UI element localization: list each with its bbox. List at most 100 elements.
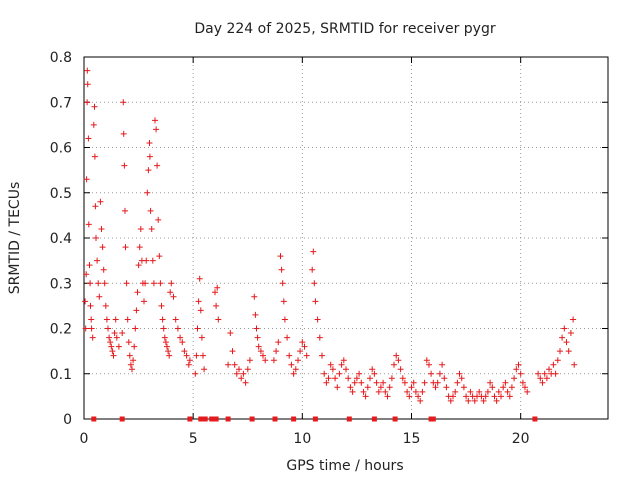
y-tick-label: 0.7	[50, 95, 72, 111]
data-point	[97, 198, 104, 205]
data-point	[146, 153, 153, 160]
data-point	[84, 99, 91, 106]
data-point	[225, 361, 232, 368]
y-tick-label: 0.8	[50, 50, 72, 66]
data-point	[82, 298, 89, 305]
data-point	[113, 334, 120, 341]
data-point	[275, 339, 282, 346]
data-point	[88, 316, 95, 323]
data-point	[270, 357, 277, 364]
data-point	[82, 325, 89, 332]
data-point	[382, 388, 389, 395]
data-point	[126, 352, 133, 359]
data-point	[345, 375, 352, 382]
data-point	[557, 348, 563, 355]
data-point	[120, 99, 127, 106]
data-point	[149, 257, 156, 264]
data-point	[334, 384, 341, 391]
data-point	[132, 325, 139, 332]
data-point	[231, 361, 238, 368]
data-point	[215, 316, 222, 323]
data-point	[375, 388, 382, 395]
data-point	[279, 280, 286, 287]
data-point	[244, 366, 251, 373]
data-point	[98, 226, 105, 232]
zero-marker	[371, 416, 377, 422]
data-point	[120, 130, 127, 137]
data-point	[158, 302, 165, 309]
data-point	[213, 302, 220, 309]
data-point	[465, 397, 472, 404]
data-point	[164, 343, 170, 350]
data-point	[417, 397, 424, 404]
data-point	[297, 348, 304, 355]
data-point	[301, 343, 308, 350]
x-axis-label: GPS time / hours	[286, 458, 403, 474]
data-point	[410, 379, 417, 386]
data-point	[280, 298, 287, 305]
data-point	[159, 316, 166, 323]
data-point	[441, 375, 448, 382]
data-point	[121, 162, 128, 169]
zero-marker	[198, 416, 204, 422]
data-point	[571, 361, 578, 368]
data-point	[87, 302, 94, 309]
data-point	[183, 352, 190, 359]
data-point	[156, 253, 163, 260]
zero-marker	[249, 416, 255, 422]
data-point	[364, 384, 371, 391]
data-point	[196, 275, 203, 282]
x-tick-label: 20	[512, 431, 530, 447]
data-point	[181, 348, 188, 355]
zero-markers	[91, 416, 538, 422]
zero-marker	[291, 416, 297, 422]
data-point	[229, 348, 236, 355]
data-point	[524, 388, 531, 395]
data-point	[482, 393, 489, 400]
data-point	[212, 289, 218, 296]
data-point	[166, 352, 173, 359]
data-point	[319, 352, 325, 359]
data-point	[456, 370, 463, 377]
data-point	[90, 121, 97, 128]
data-point	[257, 348, 264, 355]
data-point	[157, 280, 164, 287]
data-point	[559, 334, 566, 341]
data-point	[246, 357, 253, 364]
data-point	[347, 384, 354, 391]
data-point	[336, 370, 343, 377]
data-point	[408, 384, 415, 391]
data-point	[172, 316, 179, 323]
data-point	[567, 330, 574, 336]
data-point	[197, 307, 204, 314]
data-point	[277, 253, 284, 260]
data-point	[314, 316, 321, 323]
data-point	[115, 343, 122, 350]
data-point	[95, 280, 102, 287]
data-point	[146, 140, 153, 146]
data-point	[401, 379, 408, 386]
x-tick-label: 0	[80, 431, 89, 447]
data-point	[500, 384, 507, 391]
data-point	[290, 370, 297, 377]
zero-marker	[202, 416, 208, 422]
y-tick-label: 0.3	[50, 276, 72, 292]
data-point	[131, 343, 138, 350]
data-point	[439, 361, 446, 368]
data-point	[519, 379, 526, 386]
y-tick-labels: 0 0.1 0.2 0.3 0.4 0.5 0.6 0.7 0.8	[50, 50, 72, 428]
data-point	[107, 339, 114, 346]
data-point	[106, 334, 113, 341]
data-point	[406, 393, 413, 400]
data-point	[412, 388, 419, 395]
zero-marker	[430, 416, 436, 422]
data-point	[338, 361, 345, 368]
data-point	[153, 126, 160, 133]
zero-marker	[213, 416, 219, 422]
data-point	[443, 384, 450, 391]
data-point	[251, 293, 258, 300]
data-point	[369, 366, 376, 373]
zero-marker	[272, 416, 278, 422]
data-point	[312, 298, 319, 305]
